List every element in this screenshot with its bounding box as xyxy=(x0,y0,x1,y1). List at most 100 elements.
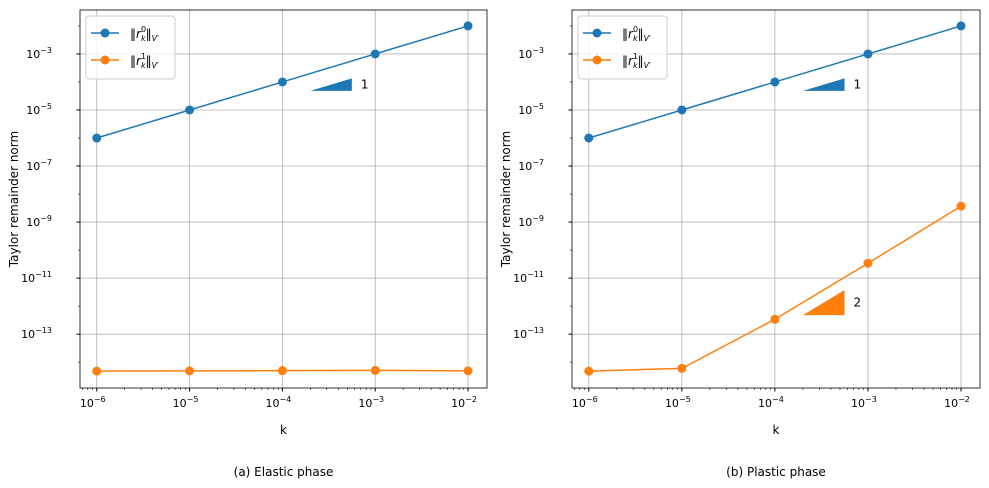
y-tick-label: 10−11 xyxy=(21,270,52,285)
legend-space: V′ xyxy=(644,34,651,43)
data-point xyxy=(956,21,966,31)
legend-marker xyxy=(592,55,602,65)
legend-space: V′ xyxy=(152,34,159,43)
data-point xyxy=(463,366,473,376)
slope-triangle xyxy=(310,78,352,91)
legend-space: V′ xyxy=(644,61,651,70)
y-tick-exponent: −13 xyxy=(527,326,544,335)
legend-sup: 0 xyxy=(141,25,146,34)
x-tick-exponent: −4 xyxy=(772,395,784,404)
data-point xyxy=(956,201,966,211)
x-tick-label: 10−6 xyxy=(572,395,598,410)
legend: ‖r0 k‖V′‖r1 k‖V′ xyxy=(85,15,176,80)
x-tick-label: 10−5 xyxy=(173,395,199,410)
y-tick-exponent: −7 xyxy=(532,158,544,167)
slope-triangle xyxy=(802,78,845,91)
slope-label: 1 xyxy=(854,78,862,92)
y-tick-label: 10−3 xyxy=(26,46,52,61)
data-point xyxy=(584,133,594,143)
y-tick-label: 10−5 xyxy=(26,102,52,117)
data-point xyxy=(584,366,594,376)
data-point xyxy=(370,365,380,375)
y-tick-label: 10−9 xyxy=(518,214,544,229)
y-tick-exponent: −9 xyxy=(532,214,544,223)
data-point xyxy=(770,314,780,324)
x-tick-label: 10−5 xyxy=(665,395,691,410)
legend-marker xyxy=(592,28,602,38)
x-tick-exponent: −2 xyxy=(958,395,970,404)
legend-box xyxy=(85,15,176,80)
legend-marker xyxy=(100,55,110,65)
x-axis-label: k xyxy=(773,423,780,437)
chart-panel-2: 10−6 10−5 10−4 10−3 10−210−1310−1110−910−710… xyxy=(499,9,981,479)
y-axis-label: Taylor remainder norm xyxy=(7,131,21,268)
axes-frame xyxy=(79,9,488,389)
y-tick-exponent: −3 xyxy=(532,46,544,55)
legend: ‖r0 k‖V′‖r1 k‖V′ xyxy=(577,15,668,80)
legend-sup: 1 xyxy=(141,52,146,61)
y-tick-label: 10−5 xyxy=(518,102,544,117)
x-tick-label: 10−2 xyxy=(944,395,970,410)
x-tick-exponent: −3 xyxy=(865,395,877,404)
x-tick-label: 10−2 xyxy=(451,395,477,410)
y-tick-exponent: −11 xyxy=(35,270,52,279)
y-tick-exponent: −9 xyxy=(40,214,52,223)
data-point xyxy=(863,258,873,268)
legend-norm: ‖ xyxy=(146,27,152,41)
legend-norm: ‖ xyxy=(638,54,644,68)
legend-norm: ‖ xyxy=(638,27,644,41)
y-tick-label: 10−7 xyxy=(26,158,52,173)
y-tick-label: 10−7 xyxy=(518,158,544,173)
slope-label: 2 xyxy=(854,296,862,310)
x-tick-exponent: −4 xyxy=(280,395,292,404)
data-point xyxy=(770,77,780,87)
legend-sub: k xyxy=(633,61,638,70)
legend-marker xyxy=(100,28,110,38)
slope-label: 1 xyxy=(361,78,369,92)
data-point xyxy=(92,366,102,376)
x-tick-label: 10−3 xyxy=(851,395,877,410)
data-point xyxy=(677,363,687,373)
x-tick-label: 10−4 xyxy=(266,395,292,410)
axes-frame xyxy=(571,9,981,389)
data-point xyxy=(92,133,102,143)
y-tick-label: 10−13 xyxy=(21,326,52,341)
subfigure-caption: (b) Plastic phase xyxy=(726,465,826,479)
x-tick-exponent: −3 xyxy=(372,395,384,404)
x-tick-label: 10−3 xyxy=(358,395,384,410)
y-tick-exponent: −3 xyxy=(40,46,52,55)
x-tick-exponent: −5 xyxy=(679,395,691,404)
x-axis-label: k xyxy=(280,423,287,437)
x-tick-exponent: −6 xyxy=(586,395,598,404)
y-tick-label: 10−3 xyxy=(518,46,544,61)
slope-triangle xyxy=(802,290,845,316)
x-tick-label: 10−6 xyxy=(80,395,106,410)
x-tick-exponent: −2 xyxy=(465,395,477,404)
legend-sub: k xyxy=(633,34,638,43)
y-tick-exponent: −5 xyxy=(40,102,52,111)
y-tick-label: 10−9 xyxy=(26,214,52,229)
legend-space: V′ xyxy=(152,61,159,70)
y-axis-label: Taylor remainder norm xyxy=(499,131,513,268)
legend-norm: ‖ xyxy=(146,54,152,68)
y-tick-exponent: −11 xyxy=(527,270,544,279)
legend-sub: k xyxy=(141,34,146,43)
data-point xyxy=(185,105,195,115)
x-tick-exponent: −6 xyxy=(94,395,106,404)
legend-sub: k xyxy=(141,61,146,70)
chart-panel-1: 10−6 10−5 10−4 10−3 10−210−1310−1110−910−710… xyxy=(7,9,488,479)
y-tick-label: 10−13 xyxy=(513,326,544,341)
legend-sup: 0 xyxy=(633,25,638,34)
data-point xyxy=(185,366,195,376)
data-point xyxy=(463,21,473,31)
y-tick-exponent: −5 xyxy=(532,102,544,111)
data-point xyxy=(677,105,687,115)
subfigure-caption: (a) Elastic phase xyxy=(234,465,334,479)
y-tick-label: 10−11 xyxy=(513,270,544,285)
x-tick-label: 10−4 xyxy=(758,395,784,410)
data-point xyxy=(863,49,873,59)
data-point xyxy=(277,366,287,376)
data-point xyxy=(277,77,287,87)
legend-box xyxy=(577,15,668,80)
